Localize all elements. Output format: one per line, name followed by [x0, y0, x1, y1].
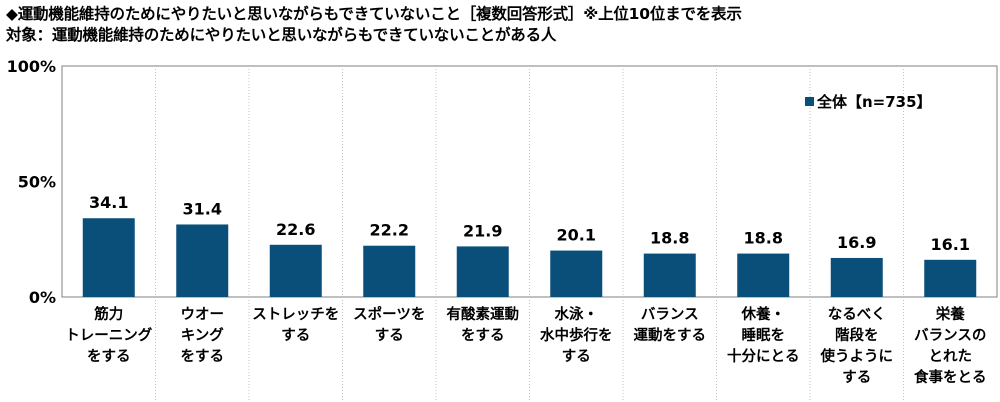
- category-label: をする: [87, 348, 131, 365]
- data-label: 18.8: [744, 229, 783, 248]
- legend-label: 全体【n=735】: [816, 93, 932, 111]
- category-label: スポーツを: [353, 305, 425, 323]
- bar: [550, 250, 603, 297]
- legend-swatch: [805, 97, 814, 106]
- category-label: 栄養: [935, 305, 965, 323]
- y-tick-label: 50%: [18, 173, 56, 192]
- category-label: バランス: [641, 306, 699, 323]
- bar: [363, 245, 416, 297]
- data-label: 18.8: [650, 229, 689, 248]
- category-label: ウオー: [181, 306, 225, 323]
- data-label: 34.1: [89, 193, 128, 212]
- category-label: する: [281, 327, 310, 344]
- category-label: 有酸素運動: [447, 305, 520, 323]
- bar: [830, 257, 883, 297]
- data-label: 31.4: [183, 199, 222, 218]
- bar: [82, 218, 135, 297]
- chart-subtitle: 対象：運動機能維持のためにやりたいと思いながらもできていないことがある人: [6, 26, 557, 44]
- category-label: 階段を: [835, 326, 879, 344]
- grid-layer: [61, 65, 998, 400]
- chart-title: ◆運動機能維持のためにやりたいと思いながらもできていないこと［複数回答形式］※上…: [6, 5, 742, 23]
- category-label: 運動をする: [634, 327, 707, 344]
- category-label: トレーニング: [65, 326, 152, 344]
- bar: [456, 246, 509, 297]
- data-label: 16.9: [837, 233, 876, 252]
- category-label: 使うように: [820, 347, 894, 365]
- category-label: 筋力: [93, 305, 123, 323]
- category-label: をする: [181, 348, 225, 365]
- category-label: 水泳・: [555, 305, 599, 323]
- bars-layer: [82, 218, 977, 297]
- data-label: 22.6: [276, 220, 315, 239]
- labels-layer: 0%50%100%34.1筋力トレーニングをする31.4ウオーキングをする22.…: [7, 57, 987, 386]
- legend: 全体【n=735】: [805, 93, 932, 111]
- y-tick-label: 0%: [29, 288, 56, 307]
- bar: [643, 253, 696, 297]
- bar: [924, 259, 977, 297]
- category-label: 休養・: [741, 305, 786, 323]
- data-label: 16.1: [931, 235, 970, 254]
- category-label: する: [562, 348, 591, 365]
- category-label: バランスの: [914, 327, 986, 344]
- category-label: なるべく: [828, 306, 886, 323]
- data-label: 21.9: [463, 221, 502, 240]
- category-label: 十分にとる: [727, 347, 800, 365]
- category-label: キング: [181, 326, 225, 344]
- bar: [176, 224, 229, 297]
- category-label: ストレッチを: [252, 306, 339, 323]
- y-tick-label: 100%: [7, 57, 56, 76]
- title-block: ◆運動機能維持のためにやりたいと思いながらもできていないこと［複数回答形式］※上…: [6, 4, 742, 46]
- category-label: 食事をとる: [914, 368, 987, 386]
- category-label: 水中歩行を: [540, 326, 613, 344]
- bar: [269, 244, 322, 297]
- category-label: する: [842, 369, 871, 386]
- category-label: する: [375, 327, 404, 344]
- bar: [737, 253, 790, 297]
- data-label: 22.2: [370, 221, 409, 240]
- category-label: をする: [461, 327, 505, 344]
- category-label: とれた: [929, 348, 973, 365]
- category-label: 睡眠を: [742, 326, 786, 344]
- data-label: 20.1: [557, 226, 596, 245]
